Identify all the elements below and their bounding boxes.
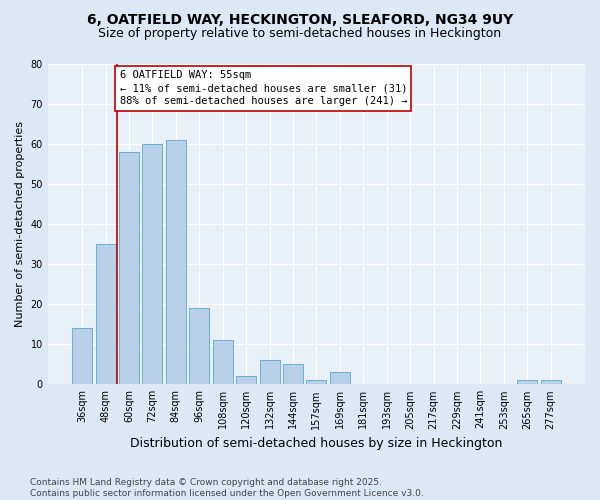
Bar xyxy=(166,140,186,384)
Text: Contains HM Land Registry data © Crown copyright and database right 2025.
Contai: Contains HM Land Registry data © Crown c… xyxy=(30,478,424,498)
Bar xyxy=(190,308,209,384)
Bar xyxy=(517,380,537,384)
Bar xyxy=(119,152,139,384)
Text: 6 OATFIELD WAY: 55sqm
← 11% of semi-detached houses are smaller (31)
88% of semi: 6 OATFIELD WAY: 55sqm ← 11% of semi-deta… xyxy=(119,70,407,106)
Bar xyxy=(72,328,92,384)
X-axis label: Distribution of semi-detached houses by size in Heckington: Distribution of semi-detached houses by … xyxy=(130,437,503,450)
Text: 6, OATFIELD WAY, HECKINGTON, SLEAFORD, NG34 9UY: 6, OATFIELD WAY, HECKINGTON, SLEAFORD, N… xyxy=(87,12,513,26)
Bar xyxy=(95,244,116,384)
Y-axis label: Number of semi-detached properties: Number of semi-detached properties xyxy=(15,121,25,327)
Bar xyxy=(260,360,280,384)
Bar xyxy=(330,372,350,384)
Bar xyxy=(213,340,233,384)
Bar xyxy=(142,144,163,384)
Bar xyxy=(307,380,326,384)
Bar xyxy=(541,380,560,384)
Bar xyxy=(283,364,303,384)
Bar xyxy=(236,376,256,384)
Text: Size of property relative to semi-detached houses in Heckington: Size of property relative to semi-detach… xyxy=(98,28,502,40)
